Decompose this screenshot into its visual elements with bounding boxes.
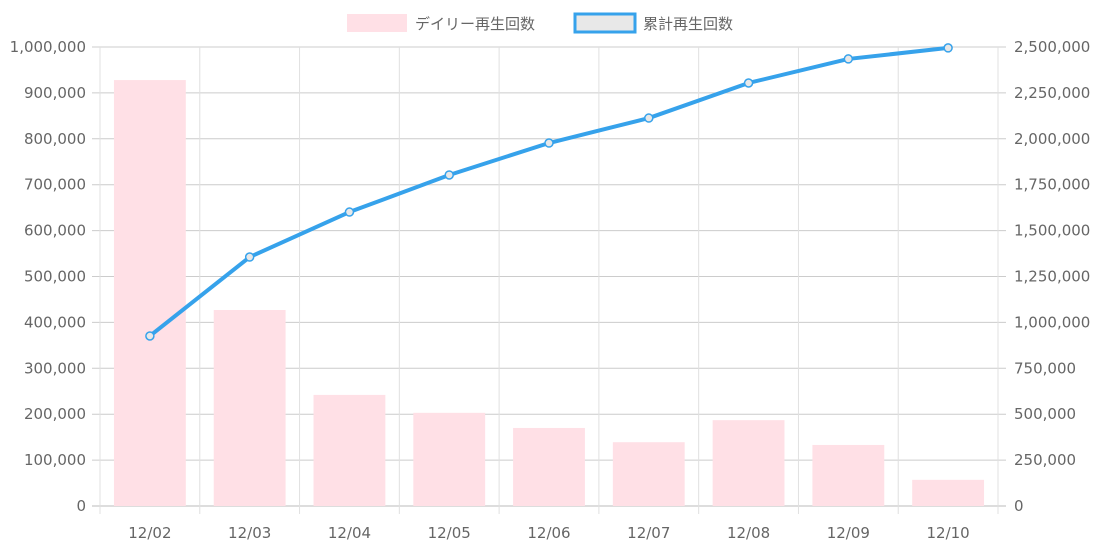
y-left-tick-label: 500,000 — [24, 268, 86, 286]
bar — [113, 80, 186, 506]
x-tick-label: 12/06 — [527, 524, 570, 542]
y-left-tick-label: 900,000 — [24, 84, 86, 102]
x-tick-label: 12/08 — [727, 524, 770, 542]
bars — [113, 80, 985, 506]
bar — [612, 442, 685, 506]
grid — [92, 46, 1006, 514]
line-path — [148, 45, 949, 338]
legend-swatch-daily — [347, 14, 407, 32]
x-tick-label: 12/04 — [328, 524, 371, 542]
bar — [912, 479, 985, 506]
y-right-tick-label: 500,000 — [1014, 405, 1076, 423]
x-tick-label: 12/03 — [228, 524, 271, 542]
line-point — [743, 78, 754, 88]
bar — [712, 420, 785, 506]
bar — [313, 394, 386, 506]
y-right-tick-label: 1,750,000 — [1014, 176, 1090, 194]
line-point — [244, 252, 255, 262]
y-right-tick-label: 0 — [1014, 497, 1024, 515]
legend: デイリー再生回数 累計再生回数 — [347, 12, 733, 34]
line-point — [444, 170, 454, 180]
line-point — [344, 207, 355, 217]
y-left-tick-label: 300,000 — [24, 359, 86, 377]
y-right-tick-label: 2,000,000 — [1014, 130, 1090, 148]
y-right-tick-label: 750,000 — [1014, 359, 1076, 377]
y-right-tick-label: 250,000 — [1014, 451, 1076, 469]
y-left-tick-label: 700,000 — [24, 176, 86, 194]
y-left-tick-label: 0 — [76, 497, 86, 515]
bar — [513, 427, 585, 506]
x-tick-label: 12/05 — [428, 524, 471, 542]
line-point — [943, 43, 953, 53]
legend-swatch-cumulative — [573, 12, 637, 34]
y-right-tick-label: 1,500,000 — [1014, 222, 1090, 240]
bar — [413, 412, 486, 506]
y-right-tick-label: 2,250,000 — [1014, 84, 1090, 102]
y-left-tick-label: 100,000 — [24, 451, 86, 469]
x-tick-label: 12/07 — [627, 524, 670, 542]
axes: 0 100,000 200,000 300,000 400,000 500,000 600,… — [10, 38, 1091, 542]
line-point — [843, 54, 854, 64]
line-series — [145, 43, 953, 341]
legend-label-daily: デイリー再生回数 — [415, 15, 535, 33]
x-tick-label: 12/02 — [128, 524, 171, 542]
bar — [812, 444, 885, 506]
y-left-tick-label: 600,000 — [24, 222, 86, 240]
line-point — [544, 138, 554, 148]
x-tick-label: 12/10 — [926, 524, 969, 542]
y-left-tick-label: 400,000 — [24, 313, 86, 331]
x-tick-label: 12/09 — [827, 524, 870, 542]
y-right-tick-label: 2,500,000 — [1014, 38, 1090, 56]
line-point — [145, 331, 155, 341]
bar — [213, 310, 286, 506]
y-left-tick-label: 200,000 — [24, 405, 86, 423]
line-point — [644, 113, 654, 123]
legend-label-cumulative: 累計再生回数 — [643, 15, 733, 33]
y-right-tick-label: 1,000,000 — [1014, 313, 1090, 331]
y-right-tick-label: 1,250,000 — [1014, 268, 1090, 286]
y-left-tick-label: 800,000 — [24, 130, 86, 148]
y-left-tick-label: 1,000,000 — [10, 38, 86, 56]
